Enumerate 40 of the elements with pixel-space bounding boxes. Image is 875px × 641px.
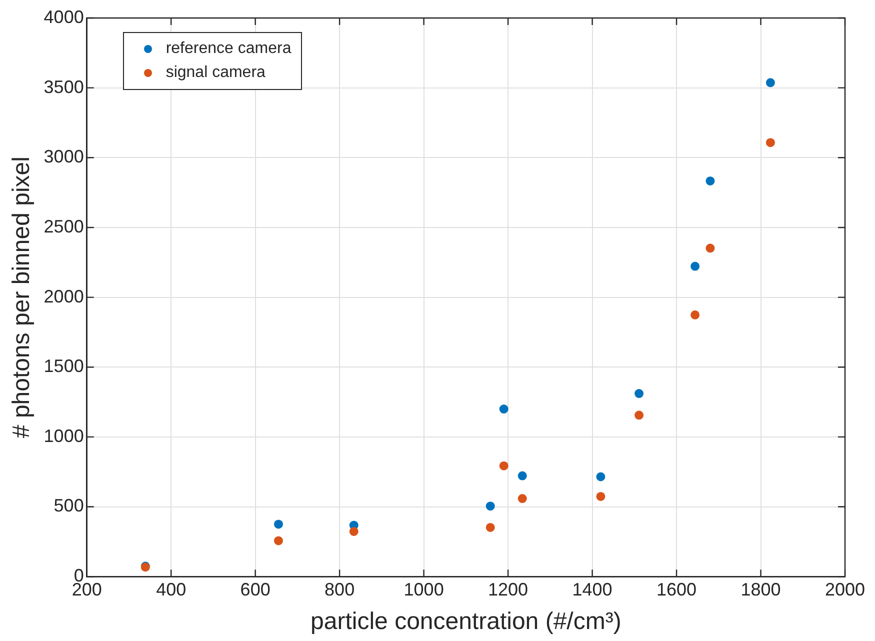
point xyxy=(274,536,283,546)
y-tick-label: 2500 xyxy=(44,216,84,236)
point xyxy=(634,410,644,420)
point xyxy=(518,494,527,504)
x-tick-label: 800 xyxy=(324,579,355,600)
point xyxy=(486,522,495,532)
y-tick-label: 4000 xyxy=(44,6,84,27)
point xyxy=(596,492,606,501)
x-tick-label: 2000 xyxy=(824,579,866,600)
x-tick-label: 1800 xyxy=(740,579,781,600)
y-tick-label: 3500 xyxy=(44,76,84,97)
point xyxy=(690,310,700,320)
point xyxy=(499,404,508,414)
point xyxy=(766,138,775,148)
y-tick-label: 3000 xyxy=(44,146,84,167)
legend-label: reference camera xyxy=(166,40,292,58)
point xyxy=(499,461,508,470)
point xyxy=(690,262,700,271)
point xyxy=(274,520,283,529)
y-tick-label: 500 xyxy=(54,496,84,516)
y-tick-label: 1000 xyxy=(44,426,84,446)
y-axis-title: # photons per binned pixel xyxy=(8,156,36,438)
x-tick-label: 600 xyxy=(240,579,270,600)
x-tick-label: 1000 xyxy=(404,579,444,600)
x-axis-title: particle concentration (#/cm³) xyxy=(310,608,622,636)
point xyxy=(486,502,495,511)
point xyxy=(349,526,358,536)
x-tick-label: 1400 xyxy=(572,579,612,600)
x-tick-label: 400 xyxy=(156,579,186,600)
x-tick-label: 1200 xyxy=(488,579,528,600)
point xyxy=(634,389,644,398)
point xyxy=(706,244,715,253)
y-tick-label: 2000 xyxy=(44,286,84,306)
legend-label: signal camera xyxy=(166,64,266,82)
y-tick-label: 1500 xyxy=(44,356,84,376)
point xyxy=(766,78,775,88)
point xyxy=(596,472,606,482)
point xyxy=(518,471,527,480)
x-tick-label: 1600 xyxy=(656,579,697,600)
point xyxy=(706,176,715,186)
